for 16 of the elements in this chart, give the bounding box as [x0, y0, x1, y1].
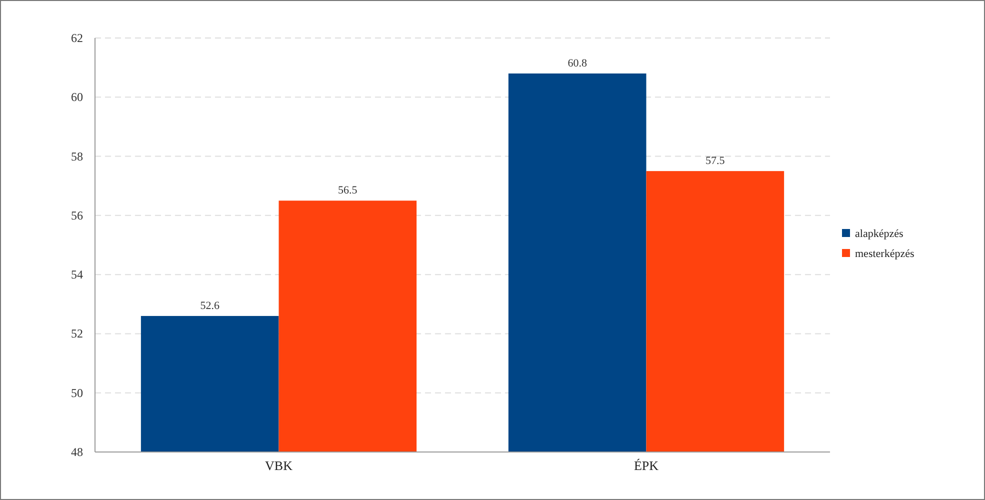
- y-tick-label: 54: [71, 268, 83, 282]
- x-tick-label: VBK: [265, 458, 294, 473]
- x-tick-label: ÉPK: [634, 458, 660, 473]
- data-label: 57.5: [706, 155, 726, 168]
- y-tick-label: 48: [71, 445, 83, 459]
- legend-label: alapképzés: [855, 228, 904, 240]
- y-tick-label: 50: [71, 386, 83, 400]
- data-label: 52.6: [200, 300, 220, 312]
- data-label: 60.8: [568, 57, 588, 70]
- legend-label: mesterképzés: [855, 248, 914, 260]
- y-tick-label: 52: [71, 326, 83, 341]
- y-tick-label: 56: [71, 208, 83, 222]
- data-label: 56.5: [338, 184, 358, 197]
- y-tick-label: 62: [71, 31, 83, 45]
- y-tick-label: 60: [71, 90, 83, 104]
- y-tick-label: 58: [71, 149, 83, 164]
